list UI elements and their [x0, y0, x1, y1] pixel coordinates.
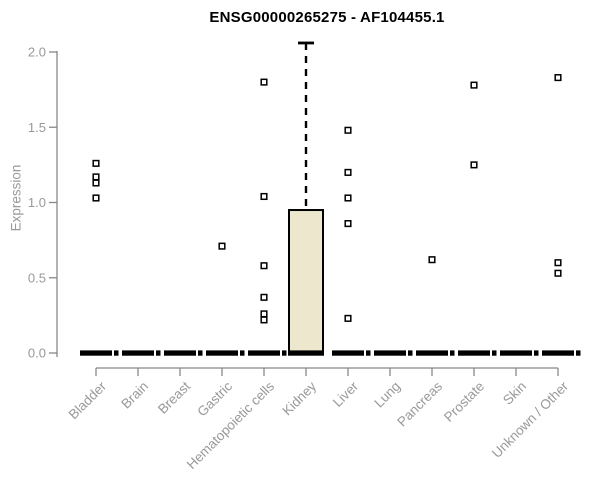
- outlier-point: [260, 316, 268, 324]
- zero-box-bar: [206, 350, 238, 356]
- x-category-label: Skin: [500, 379, 529, 408]
- zero-box-bar: [332, 350, 364, 356]
- x-category-label: Liver: [330, 378, 362, 410]
- outlier-point: [470, 161, 478, 169]
- y-tick-label: 0.5: [28, 270, 46, 285]
- zero-box-bar: [122, 350, 154, 356]
- x-category-label: Kidney: [279, 378, 319, 418]
- y-tick-label: 1.0: [28, 195, 46, 210]
- outlier-point: [554, 74, 562, 82]
- x-category-label: Lung: [371, 379, 403, 411]
- chart-title: ENSG00000265275 - AF104455.1: [209, 9, 445, 26]
- zero-box-bar: [458, 350, 490, 356]
- outlier-point: [218, 242, 226, 250]
- outlier-point: [260, 262, 268, 270]
- zero-box-bar: [416, 350, 448, 356]
- x-category-label: Pancreas: [394, 378, 445, 429]
- zero-box-dash: [366, 350, 371, 356]
- x-category-label: Brain: [118, 379, 151, 412]
- x-category-label: Unknown / Other: [489, 378, 572, 461]
- outlier-point: [344, 314, 352, 322]
- zero-box-dash: [534, 350, 539, 356]
- y-tick-label: 1.5: [28, 120, 46, 135]
- zero-box-dash: [492, 350, 497, 356]
- y-tick-label: 2.0: [28, 45, 46, 60]
- zero-box-bar: [80, 350, 112, 356]
- outlier-point: [428, 256, 436, 264]
- zero-box-bar: [248, 350, 280, 356]
- outlier-point: [260, 293, 268, 301]
- outlier-point: [554, 269, 562, 277]
- box-kidney: [288, 209, 324, 354]
- zero-box-bar: [542, 350, 574, 356]
- zero-box-dash: [450, 350, 455, 356]
- zero-box-dash: [576, 350, 581, 356]
- zero-box-dash: [114, 350, 119, 356]
- outlier-point: [260, 310, 268, 318]
- outlier-point: [344, 126, 352, 134]
- zero-box-dash: [408, 350, 413, 356]
- outlier-point: [92, 194, 100, 202]
- median-line: [288, 350, 324, 356]
- outlier-point: [260, 78, 268, 86]
- outlier-point: [554, 259, 562, 267]
- outlier-point: [260, 192, 268, 201]
- zero-box-bar: [374, 350, 406, 356]
- x-category-label: Gastric: [194, 378, 235, 419]
- zero-box-dash: [198, 350, 203, 356]
- outlier-point: [344, 168, 352, 176]
- zero-box-dash: [282, 350, 287, 356]
- x-category-label: Prostate: [441, 379, 487, 425]
- x-category-label: Bladder: [66, 378, 110, 422]
- zero-box-dash: [240, 350, 245, 356]
- x-category-label: Breast: [155, 378, 193, 416]
- y-tick-label: 0.0: [28, 346, 46, 361]
- outlier-point: [344, 194, 352, 202]
- outlier-point: [92, 179, 100, 187]
- outlier-point: [344, 220, 352, 228]
- outlier-point: [470, 81, 478, 89]
- zero-box-dash: [156, 350, 161, 356]
- outlier-point: [92, 159, 100, 167]
- outlier-point: [92, 173, 100, 181]
- zero-box-bar: [164, 350, 196, 356]
- zero-box-bar: [500, 350, 532, 356]
